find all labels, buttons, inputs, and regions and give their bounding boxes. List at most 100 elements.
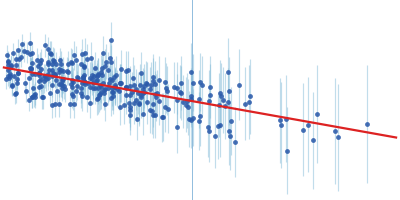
Point [127,108,133,111]
Point [164,89,170,92]
Point [23,90,29,93]
Point [80,75,86,78]
Point [94,78,100,81]
Point [78,92,84,95]
Point [112,83,118,87]
Point [148,109,155,112]
Point [36,85,42,88]
Point [29,52,35,55]
Point [127,114,133,117]
Point [26,99,32,102]
Point [121,103,128,106]
Point [45,63,51,66]
Point [110,95,116,98]
Point [44,76,51,79]
Point [26,66,33,69]
Point [59,83,65,87]
Point [21,50,27,53]
Point [96,93,102,97]
Point [89,74,96,77]
Point [116,81,123,84]
Point [17,55,24,58]
Point [123,93,129,96]
Point [48,62,55,65]
Point [82,81,88,84]
Point [29,95,36,98]
Point [82,82,88,85]
Point [80,75,86,78]
Point [152,83,159,86]
Point [29,61,35,64]
Point [226,130,233,133]
Point [52,74,59,77]
Point [5,64,11,67]
Point [46,69,53,72]
Point [96,92,103,95]
Point [109,90,116,93]
Point [41,74,47,78]
Point [28,67,34,70]
Point [56,102,63,106]
Point [90,81,96,84]
Point [156,78,162,82]
Point [98,85,104,88]
Point [73,90,79,93]
Point [177,90,183,93]
Point [68,78,75,82]
Point [84,58,90,61]
Point [14,81,21,84]
Point [118,67,124,71]
Point [141,85,147,88]
Point [15,48,21,51]
Point [48,104,55,107]
Point [104,68,111,71]
Point [5,74,11,77]
Point [50,71,56,74]
Point [171,86,177,89]
Point [218,94,224,97]
Point [204,125,211,128]
Point [216,104,222,107]
Point [226,89,232,93]
Point [283,117,289,120]
Point [11,75,17,78]
Point [134,118,140,121]
Point [124,69,131,72]
Point [136,103,142,106]
Point [117,81,124,84]
Point [57,68,64,71]
Point [140,112,146,115]
Point [92,67,98,70]
Point [37,59,44,62]
Point [79,82,85,85]
Point [98,71,104,74]
Point [106,82,112,85]
Point [74,84,80,87]
Point [136,83,143,86]
Point [85,81,92,85]
Point [94,75,100,78]
Point [71,102,78,105]
Point [133,88,140,91]
Point [12,92,18,96]
Point [143,82,150,85]
Point [215,125,222,128]
Point [103,60,109,63]
Point [165,107,171,110]
Point [13,91,20,94]
Point [332,129,338,133]
Point [80,79,87,82]
Point [51,59,58,62]
Point [78,62,84,65]
Point [162,80,168,83]
Point [100,52,106,55]
Point [136,102,142,105]
Point [187,95,194,98]
Point [87,76,93,79]
Point [159,116,165,119]
Point [278,123,284,126]
Point [86,101,93,104]
Point [97,84,103,87]
Point [88,78,95,81]
Point [10,51,16,54]
